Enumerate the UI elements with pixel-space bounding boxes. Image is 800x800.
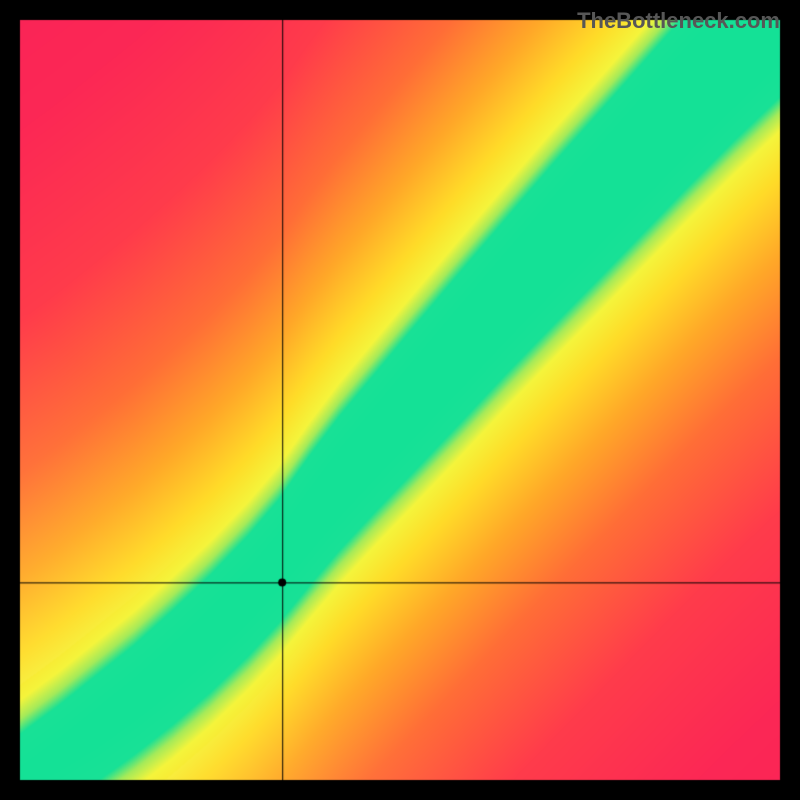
- bottleneck-heatmap: [0, 0, 800, 800]
- watermark-text: TheBottleneck.com: [577, 8, 780, 34]
